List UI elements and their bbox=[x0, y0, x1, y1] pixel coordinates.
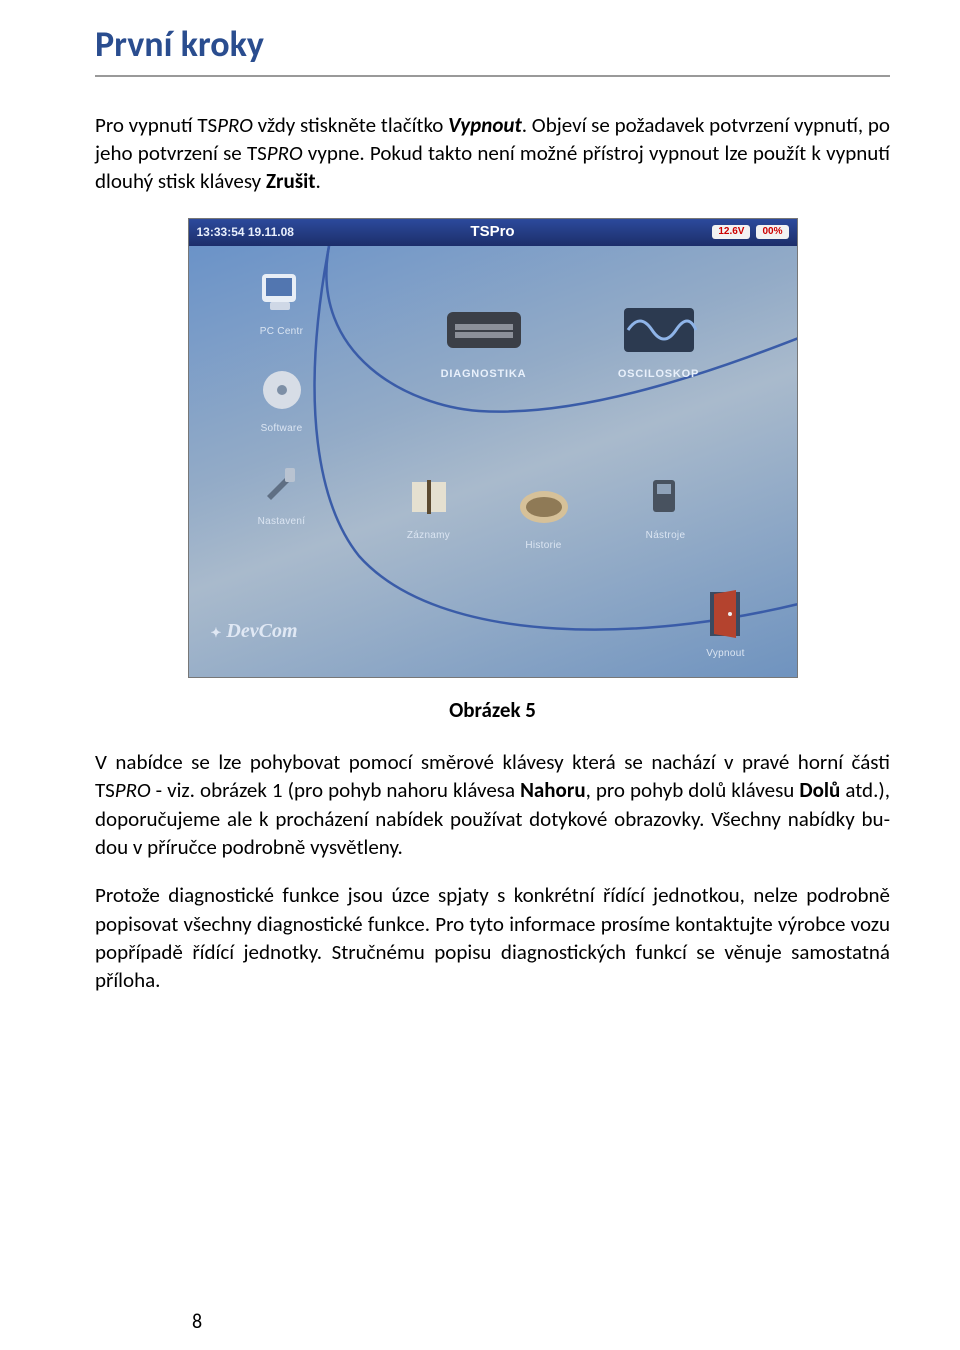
connector-icon bbox=[440, 299, 528, 361]
text: - viz. obrázek 1 (pro pohyb nahoru kláve… bbox=[151, 777, 521, 803]
pc-icon bbox=[251, 267, 313, 319]
text: vždy stiskněte tlačítko bbox=[253, 112, 448, 138]
disc-icon bbox=[251, 364, 313, 416]
app-topbar: 13:33:54 19.11.08 TSPro 12.6V 00% bbox=[189, 219, 797, 246]
text: , pro pohyb dolů klávesu bbox=[586, 777, 800, 803]
text-bold: Dolů bbox=[799, 777, 840, 803]
history-icon bbox=[513, 481, 575, 533]
star-icon: ✦ bbox=[211, 625, 222, 640]
icon-caption: Historie bbox=[499, 539, 589, 553]
icon-caption: Nastavení bbox=[237, 515, 327, 529]
heading-rule bbox=[95, 75, 890, 77]
text-italic: PRO bbox=[267, 140, 303, 166]
menu-item-tools[interactable]: Nástroje bbox=[621, 471, 711, 543]
menu-item-settings[interactable]: Nastavení bbox=[237, 457, 327, 529]
oscilloscope-icon bbox=[615, 299, 703, 361]
menu-item-pc-centr[interactable]: PC Centr bbox=[237, 267, 327, 339]
text-bold-italic: Vypnout bbox=[448, 112, 522, 138]
menu-item-diagnostika[interactable]: DIAGNOSTIKA bbox=[424, 299, 544, 382]
icon-caption: OSCILOSKOP bbox=[599, 367, 719, 382]
section-heading: První kroky bbox=[95, 20, 890, 69]
logo-text: DevCom bbox=[226, 620, 297, 642]
paragraph-1: Pro vypnutí TSPRO vždy stiskněte tlačítk… bbox=[95, 111, 890, 196]
exit-door-icon bbox=[695, 589, 757, 641]
page-number: 8 bbox=[192, 1309, 202, 1336]
text-italic: PRO bbox=[115, 777, 151, 803]
figure-caption: Obrázek 5 bbox=[95, 696, 890, 724]
figure: 13:33:54 19.11.08 TSPro 12.6V 00% PC Cen… bbox=[188, 218, 798, 678]
device-icon bbox=[635, 471, 697, 523]
menu-item-software[interactable]: Software bbox=[237, 364, 327, 436]
icon-caption: Software bbox=[237, 422, 327, 436]
text: . bbox=[316, 168, 321, 194]
voltage-badge: 12.6V bbox=[712, 225, 750, 239]
text-italic: PRO bbox=[217, 112, 253, 138]
datetime-label: 13:33:54 19.11.08 bbox=[197, 224, 294, 240]
paragraph-3: Protože diagnostické funkce jsou úzce sp… bbox=[95, 881, 890, 994]
menu-item-records[interactable]: Záznamy bbox=[384, 471, 474, 543]
menu-item-osciloskop[interactable]: OSCILOSKOP bbox=[599, 299, 719, 382]
notebook-icon bbox=[398, 471, 460, 523]
devcom-logo: ✦ DevCom bbox=[211, 618, 298, 645]
text-bold: Zrušit bbox=[266, 168, 316, 194]
text: Pro vypnutí TS bbox=[95, 112, 217, 138]
screenshot-embedded: 13:33:54 19.11.08 TSPro 12.6V 00% PC Cen… bbox=[188, 218, 798, 678]
menu-item-vypnout[interactable]: Vypnout bbox=[681, 589, 771, 661]
icon-caption: PC Centr bbox=[237, 325, 327, 339]
menu-item-history[interactable]: Historie bbox=[499, 481, 589, 553]
icon-caption: Nástroje bbox=[621, 529, 711, 543]
paragraph-2: V nabídce se lze pohybovat pomocí směrov… bbox=[95, 748, 890, 861]
app-title: TSPro bbox=[470, 222, 514, 242]
text-bold: Nahoru bbox=[520, 777, 586, 803]
tools-icon bbox=[251, 457, 313, 509]
icon-caption: DIAGNOSTIKA bbox=[424, 367, 544, 382]
battery-badge: 00% bbox=[756, 225, 788, 239]
icon-caption: Vypnout bbox=[681, 647, 771, 661]
icon-caption: Záznamy bbox=[384, 529, 474, 543]
